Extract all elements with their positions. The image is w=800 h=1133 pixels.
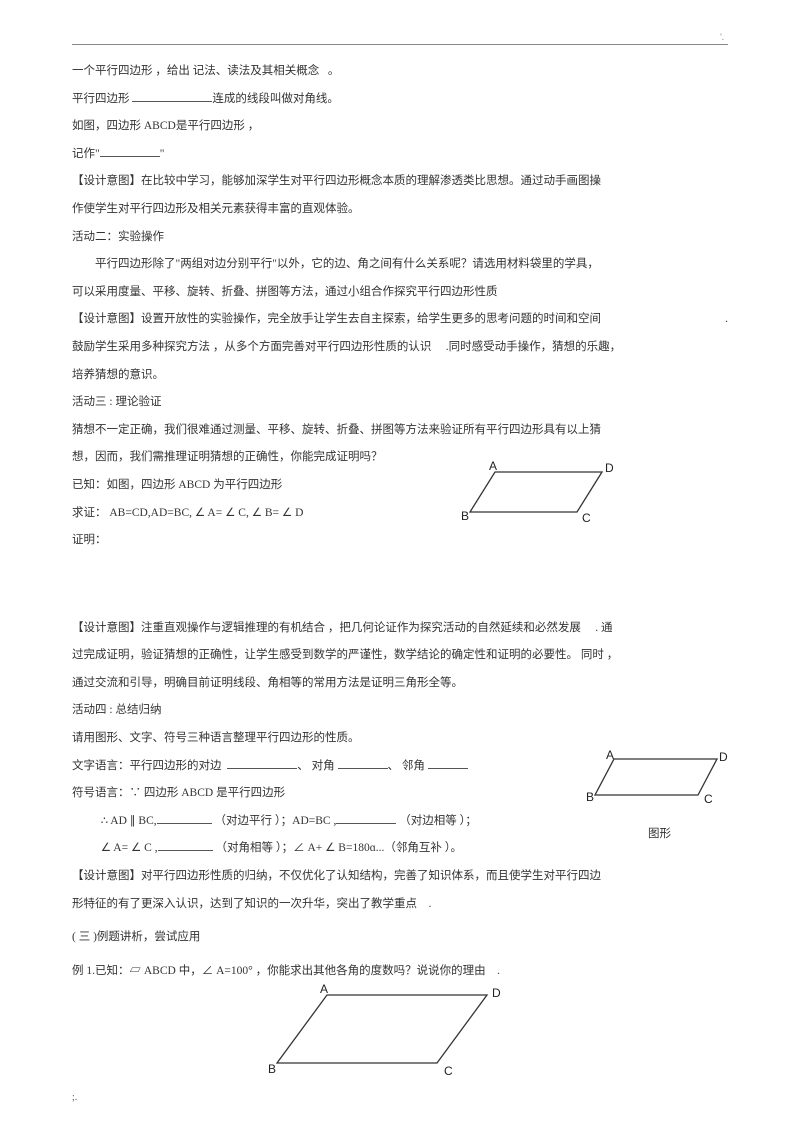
t: 、 对角 xyxy=(297,760,334,772)
blank xyxy=(338,756,388,769)
line-12: 活动三 : 理论验证 xyxy=(72,389,728,417)
label-d: D xyxy=(492,986,501,1000)
line-14: 想，因而，我们需推理证明猜想的正确性，你能完成证明吗？ xyxy=(72,444,728,472)
line-27: 【设计意图】对平行四边形性质的归纳，不仅优化了认知结构，完善了知识体系，而且使学… xyxy=(72,863,728,891)
summary-block: 文字语言：平行四边形的对边 、 对角 、 邻角 符号语言：∵ 四边形 ABCD … xyxy=(72,753,728,863)
t: （对角相等 ）；∠ A+ ∠ B=180ɑ...（邻角互补 ）。 xyxy=(215,842,462,854)
label-c: C xyxy=(582,511,591,525)
t: 一个平行四边形 ，给出 记法、读法及其相关概念 xyxy=(72,65,319,77)
t: 【设计意图】注重直观操作与逻辑推理的有机结合 ，把几何论证作为探究活动的自然延续… xyxy=(72,622,581,634)
t: " xyxy=(160,148,165,160)
line-20: 通过交流和引导，明确目前证明线段、角相等的常用方法是证明三角形全等。 xyxy=(72,670,728,698)
line-9: 可以采用度量、平移、旋转、折叠、拼图等方法，通过小组合作探究平行四边形性质 xyxy=(72,279,728,307)
header-rule xyxy=(72,44,728,45)
t: . xyxy=(429,898,432,910)
blank xyxy=(428,756,468,769)
t: （对边平行 ）；AD=BC , xyxy=(212,815,337,827)
t: 、 邻角 xyxy=(388,760,425,772)
label-b: B xyxy=(461,509,469,523)
line-1: 一个平行四边形 ，给出 记法、读法及其相关概念 。 xyxy=(72,58,728,86)
label-a: A xyxy=(320,982,328,996)
t: 记作" xyxy=(72,148,100,160)
t: （对边相等 ）； xyxy=(396,815,477,827)
line-15: 已知：如图，四边形 ABCD 为平行四边形 xyxy=(72,472,728,500)
proof-block: 已知：如图，四边形 ABCD 为平行四边形 求证： AB=CD,AD=BC, ∠… xyxy=(72,472,728,555)
line-2: 平行四边形 连成的线段叫做对角线。 xyxy=(72,86,728,114)
label-b: B xyxy=(268,1062,276,1076)
t: . xyxy=(497,965,500,977)
t: 平行四边形 xyxy=(72,93,130,105)
line-10a: 【设计意图】设置开放性的实验操作，完全放手让学生去自主探索，给学生更多的思考问题… xyxy=(72,306,728,334)
label-d: D xyxy=(719,750,728,764)
line-28: 形特征的有了更深入认识，达到了知识的一次升华，突出了教学重点 . xyxy=(72,891,728,919)
blank xyxy=(158,838,213,851)
line-10b: 鼓励学生采用多种探究方法 ，从多个方面完善对平行四边形性质的认识 .同时感受动手… xyxy=(72,334,728,362)
line-19: 过完成证明，验证猜想的正确性，让学生感受到数学的严谨性，数学结论的确定性和证明的… xyxy=(72,642,728,670)
line-18: 【设计意图】注重直观操作与逻辑推理的有机结合 ，把几何论证作为探究活动的自然延续… xyxy=(72,615,728,643)
blank xyxy=(132,89,212,102)
footer-mark: ;. xyxy=(72,1092,77,1103)
parallelogram-figure-3: A D B C xyxy=(272,985,512,1085)
line-3: 如图，四边形 ABCD是平行四边形 ， xyxy=(72,113,728,141)
line-13: 猜想不一定正确，我们很难通过测量、平移、旋转、折叠、拼图等方法来验证所有平行四边… xyxy=(72,417,728,445)
line-17: 证明： xyxy=(72,527,728,555)
shape-caption: 图形 xyxy=(592,821,727,849)
label-a: A xyxy=(606,748,614,762)
blank xyxy=(157,811,212,824)
parallelogram-figure-2: A D B C 图形 xyxy=(592,753,727,849)
label-b: B xyxy=(586,790,594,804)
example-figure-wrap: A D B C xyxy=(72,985,728,1085)
line-29: ( 三 )例题讲析，尝试应用 xyxy=(72,924,728,952)
gap xyxy=(72,555,728,615)
t: . 通 xyxy=(595,622,612,634)
line-8: 平行四边形除了"两组对边分别平行"以外，它的边、角之间有什么关系呢？请选用材料袋… xyxy=(72,251,728,279)
t: 例 1.已知：▱ ABCD 中，∠ A=100° ，你能求出其他各角的度数吗？说… xyxy=(72,965,486,977)
line-5: 【设计意图】在比较中学习，能够加深学生对平行四边形概念本质的理解渗透类比思想。通… xyxy=(72,168,728,196)
t: 文字语言：平行四边形的对边 xyxy=(72,760,222,772)
t: 【设计意图】设置开放性的实验操作，完全放手让学生去自主探索，给学生更多的思考问题… xyxy=(72,313,601,325)
line-11: 培养猜想的意识。 xyxy=(72,362,728,390)
line-21: 活动四 : 总结归纳 xyxy=(72,697,728,725)
t: 连成的线段叫做对角线。 xyxy=(212,93,339,105)
blank xyxy=(227,756,297,769)
label-a: A xyxy=(489,459,497,473)
t: ∠ A= ∠ C , xyxy=(101,842,158,854)
blank xyxy=(336,811,396,824)
line-22: 请用图形、文字、符号三种语言整理平行四边形的性质。 xyxy=(72,725,728,753)
t: ∴ AD ∥ BC, xyxy=(101,815,157,827)
top-mark: '. xyxy=(720,32,724,42)
label-d: D xyxy=(605,461,614,475)
blank xyxy=(100,144,160,157)
line-4: 记作" " xyxy=(72,141,728,169)
label-c: C xyxy=(444,1064,453,1078)
t: 。 xyxy=(328,65,340,77)
t: 鼓励学生采用多种探究方法 ，从多个方面完善对平行四边形性质的认识 xyxy=(72,341,431,353)
t: .同时感受动手操作，猜想的乐趣， xyxy=(446,341,621,353)
label-c: C xyxy=(704,792,713,806)
line-7: 活动二：实验操作 xyxy=(72,224,728,252)
line-30: 例 1.已知：▱ ABCD 中，∠ A=100° ，你能求出其他各角的度数吗？说… xyxy=(72,958,728,986)
t: 形特征的有了更深入认识，达到了知识的一次升华，突出了教学重点 xyxy=(72,898,417,910)
parallelogram-figure-1: A D B C xyxy=(467,462,627,532)
line-6: 作使学生对平行四边形及相关元素获得丰富的直观体验。 xyxy=(72,196,728,224)
line-16: 求证： AB=CD,AD=BC, ∠ A= ∠ C, ∠ B= ∠ D xyxy=(72,500,728,528)
page-body: 一个平行四边形 ，给出 记法、读法及其相关概念 。 平行四边形 连成的线段叫做对… xyxy=(0,0,800,1125)
